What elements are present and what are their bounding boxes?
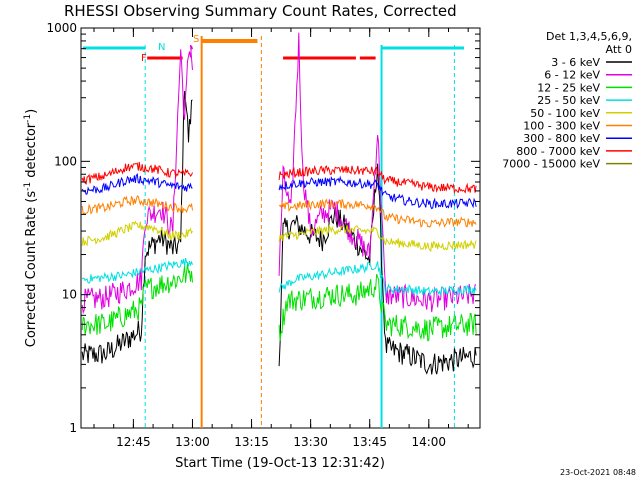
series-line: [81, 257, 477, 297]
y-axis-label-part: Corrected Count Rate (s: [24, 191, 39, 348]
y-tick-label: 10: [62, 288, 77, 302]
y-tick-label: 100: [54, 154, 77, 168]
legend-label: 25 - 50 keV: [537, 94, 600, 107]
x-tick-label: 13:45: [352, 435, 387, 449]
y-axis-label: Corrected Count Rate (s-1 detector-1): [23, 109, 39, 347]
legend-label: 6 - 12 keV: [544, 69, 600, 82]
flag-label: N: [158, 42, 165, 53]
timestamp: 23-Oct-2021 08:48: [560, 468, 636, 477]
legend-label: 50 - 100 keV: [530, 107, 600, 120]
series-layer: [81, 32, 477, 375]
legend-label: 800 - 7000 keV: [516, 145, 600, 158]
y-axis: 1 10 100 1000: [46, 21, 480, 435]
legend-label: 300 - 800 keV: [523, 132, 600, 145]
legend-label: 7000 - 15000 keV: [502, 158, 600, 171]
flag-layer: FN S: [83, 34, 464, 428]
legend-header-line: Det 1,3,4,5,6,9,: [546, 30, 632, 43]
series-line: [81, 263, 477, 342]
y-axis-label-part: ): [24, 109, 39, 114]
legend-label: 3 - 6 keV: [551, 56, 600, 69]
plot-frame: [80, 27, 481, 429]
x-tick-label: 13:00: [175, 435, 210, 449]
flag-label: F: [141, 53, 147, 64]
y-tick-label: 1: [69, 421, 77, 435]
legend-label: 12 - 25 keV: [537, 81, 600, 94]
y-axis-label-exponent: -1: [23, 182, 33, 191]
x-tick-label: 13:30: [293, 435, 328, 449]
series-line: [81, 195, 477, 228]
chart-title: RHESSI Observing Summary Count Rates, Co…: [64, 2, 457, 20]
x-tick-label: 13:15: [234, 435, 269, 449]
series-line: [81, 172, 477, 210]
y-axis-label-part: detector: [24, 122, 39, 182]
legend-label: 100 - 300 keV: [523, 120, 600, 133]
x-tick-label: 12:45: [116, 435, 151, 449]
y-axis-label-exponent: -1: [23, 114, 33, 123]
plot-area: FN S: [80, 27, 481, 429]
x-axis-label: Start Time (19-Oct-13 12:31:42): [175, 456, 385, 471]
flag-label: S: [193, 34, 199, 45]
x-tick-label: 14:00: [411, 435, 446, 449]
series-line: [81, 161, 477, 195]
x-axis: 12:45 13:00 13:15 13:30 13:45 14:00: [93, 28, 469, 449]
series-line: [81, 90, 477, 375]
y-tick-label: 1000: [46, 21, 77, 35]
series-line: [81, 220, 477, 253]
legend-header-line: Att 0: [606, 43, 632, 56]
